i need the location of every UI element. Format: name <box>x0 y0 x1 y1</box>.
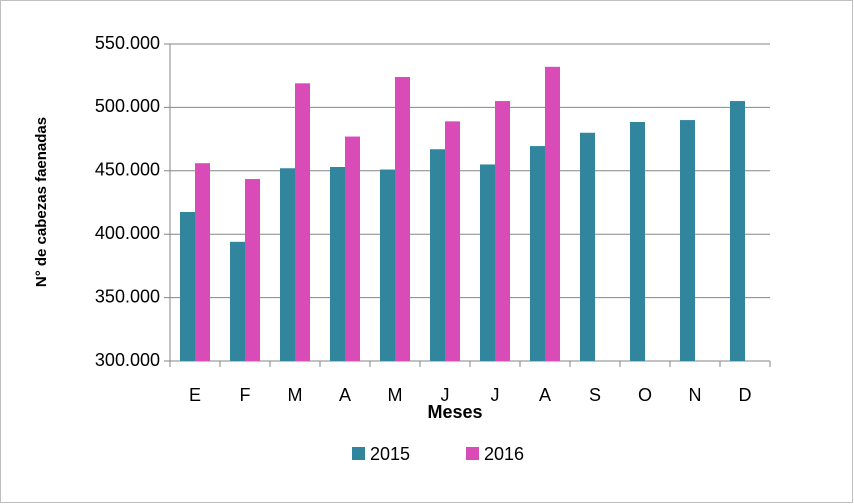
x-tick-label: J <box>491 385 500 405</box>
bar <box>195 163 210 361</box>
legend-label: 2016 <box>484 444 524 464</box>
legend-label: 2015 <box>370 444 410 464</box>
bar <box>530 146 545 361</box>
x-tick-label: A <box>339 385 351 405</box>
x-tick-label: D <box>739 385 752 405</box>
x-tick-label: O <box>638 385 652 405</box>
bar <box>380 169 395 361</box>
bar <box>230 241 245 361</box>
x-tick-label: S <box>589 385 601 405</box>
y-tick-label: 500.000 <box>95 96 160 116</box>
x-tick-label: N <box>689 385 702 405</box>
y-tick-label: 300.000 <box>95 350 160 370</box>
bar <box>480 164 495 361</box>
y-tick-label: 350.000 <box>95 286 160 306</box>
x-tick-label: M <box>388 385 403 405</box>
bar <box>545 66 560 361</box>
x-tick-label: J <box>441 385 450 405</box>
bar <box>430 149 445 361</box>
bar <box>680 120 695 361</box>
bar <box>345 136 360 361</box>
x-axis-label: Meses <box>427 402 482 422</box>
bar <box>395 76 410 361</box>
x-tick-label: A <box>539 385 551 405</box>
bar <box>730 101 745 361</box>
bar <box>495 101 510 361</box>
bar <box>580 132 595 361</box>
y-tick-label: 450.000 <box>95 160 160 180</box>
bar <box>245 179 260 361</box>
y-tick-label: 550.000 <box>95 33 160 53</box>
x-tick-label: M <box>288 385 303 405</box>
y-tick-label: 400.000 <box>95 223 160 243</box>
bar <box>180 212 195 361</box>
x-tick-label: E <box>189 385 201 405</box>
bar <box>445 121 460 362</box>
bar <box>280 168 295 361</box>
x-tick-label: F <box>240 385 251 405</box>
bar <box>330 166 345 361</box>
bar <box>295 83 310 362</box>
y-axis-label: N° de cabezas faenadas <box>33 117 50 287</box>
legend-swatch <box>352 447 365 460</box>
legend-swatch <box>466 447 479 460</box>
bar <box>630 121 645 362</box>
